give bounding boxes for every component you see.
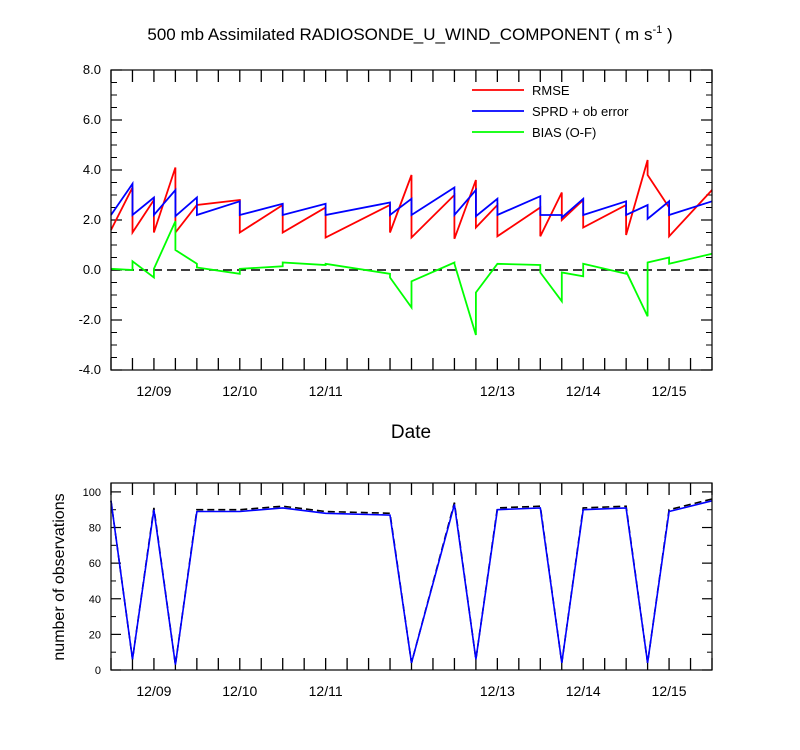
legend-label-bias: BIAS (O-F) xyxy=(532,125,596,140)
x-tick-label: 12/10 xyxy=(222,683,257,699)
series-line-obs-assimilated xyxy=(110,500,713,665)
legend-label-sprd: SPRD + ob error xyxy=(532,104,629,119)
x-tick-label: 12/09 xyxy=(136,683,171,699)
x-tick-label: 12/11 xyxy=(309,383,343,399)
legend-label-rmse: RMSE xyxy=(532,83,570,98)
x-tick-label: 12/11 xyxy=(309,683,343,699)
y-tick-label: 0.0 xyxy=(83,262,101,277)
x-tick-label: 12/15 xyxy=(652,383,687,399)
top-y-tick-labels: -4.0 -2.0 0.0 2.0 4.0 6.0 8.0 xyxy=(79,62,101,377)
y-tick-label: 2.0 xyxy=(83,212,101,227)
chart-title: 500 mb Assimilated RADIOSONDE_U_WIND_COM… xyxy=(147,24,672,44)
top-series-group xyxy=(110,159,713,336)
top-plot-frame xyxy=(110,69,713,371)
top-x-tick-labels: 12/09 12/10 12/11 12/13 12/14 12/15 xyxy=(136,383,686,399)
x-tick-label: 12/10 xyxy=(222,383,257,399)
y-tick-label: 80 xyxy=(89,523,101,535)
y-tick-label: 20 xyxy=(89,629,101,641)
y-tick-label: 0 xyxy=(95,665,101,677)
y-tick-label: -4.0 xyxy=(79,362,101,377)
series-line-bias-o-f xyxy=(110,220,713,336)
series-line-sprd-ob-error xyxy=(110,180,713,221)
chart-title-close: ) xyxy=(662,25,672,44)
x-tick-label: 12/14 xyxy=(566,383,601,399)
y-tick-label: 6.0 xyxy=(83,112,101,127)
bottom-x-tick-labels: 12/09 12/10 12/11 12/13 12/14 12/15 xyxy=(136,683,686,699)
bottom-plot-frame xyxy=(110,482,713,671)
y-tick-label: 40 xyxy=(89,594,101,606)
y-tick-label: 4.0 xyxy=(83,162,101,177)
chart-title-main: 500 mb Assimilated RADIOSONDE_U_WIND_COM… xyxy=(147,25,652,44)
x-axis-label: Date xyxy=(391,422,431,443)
x-tick-label: 12/15 xyxy=(652,683,687,699)
chart-title-superscript: -1 xyxy=(652,24,662,36)
top-chart: -4.0-2.00.02.04.06.08.0 12/09 12/10 12/11 1… xyxy=(79,62,713,443)
y-tick-label: 100 xyxy=(83,487,101,499)
x-tick-label: 12/13 xyxy=(480,383,515,399)
bottom-series-group xyxy=(110,498,713,665)
legend: RMSE SPRD + ob error BIAS (O-F) xyxy=(472,83,629,140)
series-line-obs-possible xyxy=(110,498,713,665)
bottom-y-tick-labels: 0 20 40 60 80 100 xyxy=(83,487,101,677)
x-tick-label: 12/09 xyxy=(136,383,171,399)
x-tick-label: 12/13 xyxy=(480,683,515,699)
y-axis-label-observations: number of observations xyxy=(51,493,68,660)
y-tick-label: -2.0 xyxy=(79,312,101,327)
bottom-axes-ticks xyxy=(110,483,713,671)
x-tick-label: 12/14 xyxy=(566,683,601,699)
y-tick-label: 60 xyxy=(89,558,101,570)
y-tick-label: 8.0 xyxy=(83,62,101,77)
